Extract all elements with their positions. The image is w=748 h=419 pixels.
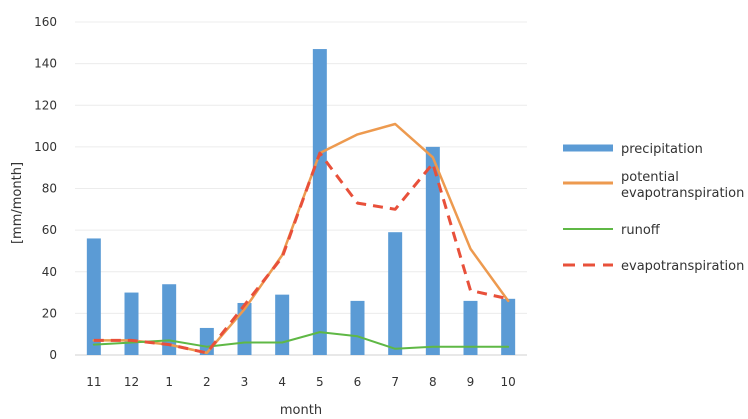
y-tick-labels: 0 20 40 60 80 100 120 140 160 xyxy=(34,15,57,362)
y-tick-label: 100 xyxy=(34,140,57,154)
x-tick-label: 4 xyxy=(278,375,286,389)
y-tick-label: 160 xyxy=(34,15,57,29)
x-tick-label: 10 xyxy=(501,375,516,389)
runoff-line xyxy=(92,331,510,350)
gridlines xyxy=(75,21,527,356)
bar xyxy=(463,300,478,355)
x-tick-label: 12 xyxy=(124,375,139,389)
bar xyxy=(275,294,290,355)
legend-label: potential xyxy=(621,170,679,185)
series-lines xyxy=(92,122,510,355)
x-axis-label: month xyxy=(280,403,322,418)
x-tick-label: 9 xyxy=(467,375,475,389)
y-tick-label: 20 xyxy=(42,306,57,320)
bar xyxy=(124,292,139,355)
bar xyxy=(162,284,177,355)
x-tick-label: 2 xyxy=(203,375,211,389)
y-axis-label: [mm/month] xyxy=(10,162,25,244)
x-tick-label: 1 xyxy=(165,375,173,389)
x-tick-label: 6 xyxy=(354,375,362,389)
y-tick-label: 120 xyxy=(34,98,57,112)
precipitation-bars xyxy=(86,49,516,356)
x-tick-label: 5 xyxy=(316,375,324,389)
bar xyxy=(312,49,327,356)
x-tick-label: 11 xyxy=(86,375,101,389)
legend-label: evapotranspiration xyxy=(621,186,744,201)
x-tick-label: 8 xyxy=(429,375,437,389)
legend: precipitationpotentialevapotranspiration… xyxy=(563,142,744,274)
x-tick-label: 7 xyxy=(391,375,399,389)
legend-label: evapotranspiration xyxy=(621,259,744,274)
y-tick-label: 60 xyxy=(42,223,57,237)
x-tick-label: 3 xyxy=(241,375,249,389)
bar xyxy=(86,238,101,355)
y-tick-label: 0 xyxy=(49,348,57,362)
legend-label: runoff xyxy=(621,223,661,238)
bar xyxy=(501,298,516,355)
bar xyxy=(350,300,365,355)
bar xyxy=(425,146,440,355)
potential-evapotranspiration-line xyxy=(92,122,510,355)
y-tick-label: 40 xyxy=(42,265,57,279)
y-tick-label: 140 xyxy=(34,57,57,71)
evapotranspiration-line xyxy=(93,151,509,355)
y-tick-label: 80 xyxy=(42,182,57,196)
x-tick-labels: 11 12 1 2 3 4 5 6 7 8 9 10 xyxy=(86,375,516,389)
bar xyxy=(388,232,403,355)
legend-label: precipitation xyxy=(621,142,703,157)
